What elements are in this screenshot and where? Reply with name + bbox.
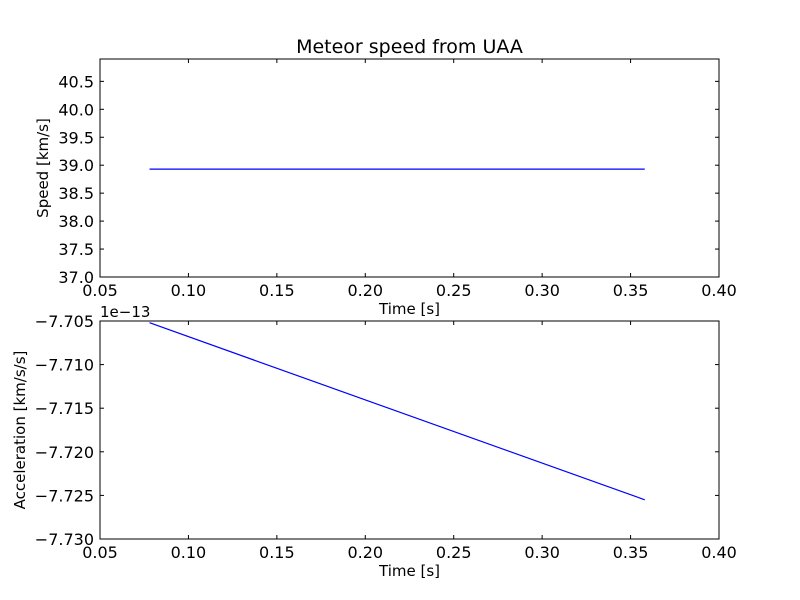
- chart-title: Meteor speed from UAA: [296, 36, 523, 58]
- x-tick-label: 0.10: [171, 281, 207, 300]
- y-tick-label: −7.715: [35, 399, 94, 418]
- series-line: [149, 322, 645, 501]
- plot-frame: [99, 58, 720, 278]
- y-tick-label: −7.725: [35, 486, 94, 505]
- x-tick-label: 0.35: [613, 543, 649, 562]
- y-tick-label: −7.730: [35, 530, 94, 549]
- y-axis-label: Speed [km/s]: [34, 118, 52, 218]
- x-tick-label: 0.15: [259, 281, 295, 300]
- x-tick-label: 0.35: [613, 281, 649, 300]
- y-tick-label: 37.0: [58, 268, 94, 287]
- y-tick-label: 38.5: [58, 184, 94, 203]
- x-axis-label: Time [s]: [378, 300, 440, 318]
- x-tick-label: 0.15: [259, 543, 295, 562]
- x-tick-label: 0.25: [436, 281, 472, 300]
- y-tick-label: 39.5: [58, 128, 94, 147]
- y-offset-label: 1e−13: [100, 303, 150, 321]
- y-tick-label: 40.0: [58, 100, 94, 119]
- x-tick-label: 0.05: [82, 543, 118, 562]
- x-tick-label: 0.20: [347, 543, 383, 562]
- x-tick-label: 0.30: [524, 281, 560, 300]
- x-tick-label: 0.10: [171, 543, 207, 562]
- y-tick-label: −7.710: [35, 356, 94, 375]
- y-tick-label: 37.5: [58, 240, 94, 259]
- y-tick-label: 38.0: [58, 212, 94, 231]
- y-tick-label: 39.0: [58, 156, 94, 175]
- x-tick-label: 0.20: [347, 281, 383, 300]
- x-tick-label: 0.25: [436, 543, 472, 562]
- x-tick-label: 0.05: [82, 281, 118, 300]
- plot-frame: [99, 320, 720, 540]
- x-tick-label: 0.40: [701, 281, 737, 300]
- y-tick-label: −7.705: [35, 312, 94, 331]
- x-tick-label: 0.30: [524, 543, 560, 562]
- x-axis-label: Time [s]: [378, 562, 440, 580]
- y-tick-label: 40.5: [58, 72, 94, 91]
- x-tick-label: 0.40: [701, 543, 737, 562]
- y-tick-label: −7.720: [35, 443, 94, 462]
- y-axis-label: Acceleration [km/s/s]: [11, 351, 29, 510]
